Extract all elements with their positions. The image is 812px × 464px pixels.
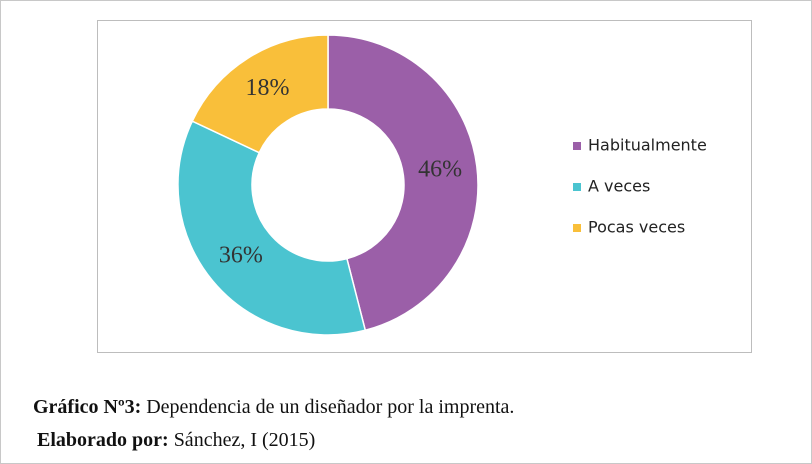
- legend-swatch: [573, 183, 581, 191]
- legend-swatch: [573, 142, 581, 150]
- caption-text: Dependencia de un diseñador por la impre…: [146, 396, 515, 418]
- caption: Gráfico Nº3: Dependencia de un diseñador…: [33, 396, 514, 419]
- caption-label: Gráfico Nº3:: [33, 396, 142, 418]
- credit: Elaborado por: Sánchez, I (2015): [37, 429, 315, 452]
- donut-slice: [327, 34, 479, 332]
- chart-box: [97, 20, 752, 353]
- value-label: 46%: [418, 156, 462, 182]
- donut-slice: [191, 34, 329, 154]
- legend-label: A veces: [588, 177, 650, 196]
- value-label: 18%: [245, 75, 289, 101]
- legend-label: Habitualmente: [588, 136, 707, 155]
- donut-slice: [177, 120, 367, 336]
- credit-label: Elaborado por:: [37, 429, 169, 451]
- legend-label: Pocas veces: [588, 218, 685, 237]
- value-label: 36%: [219, 243, 263, 269]
- legend-swatch: [573, 224, 581, 232]
- credit-text: Sánchez, I (2015): [173, 429, 316, 451]
